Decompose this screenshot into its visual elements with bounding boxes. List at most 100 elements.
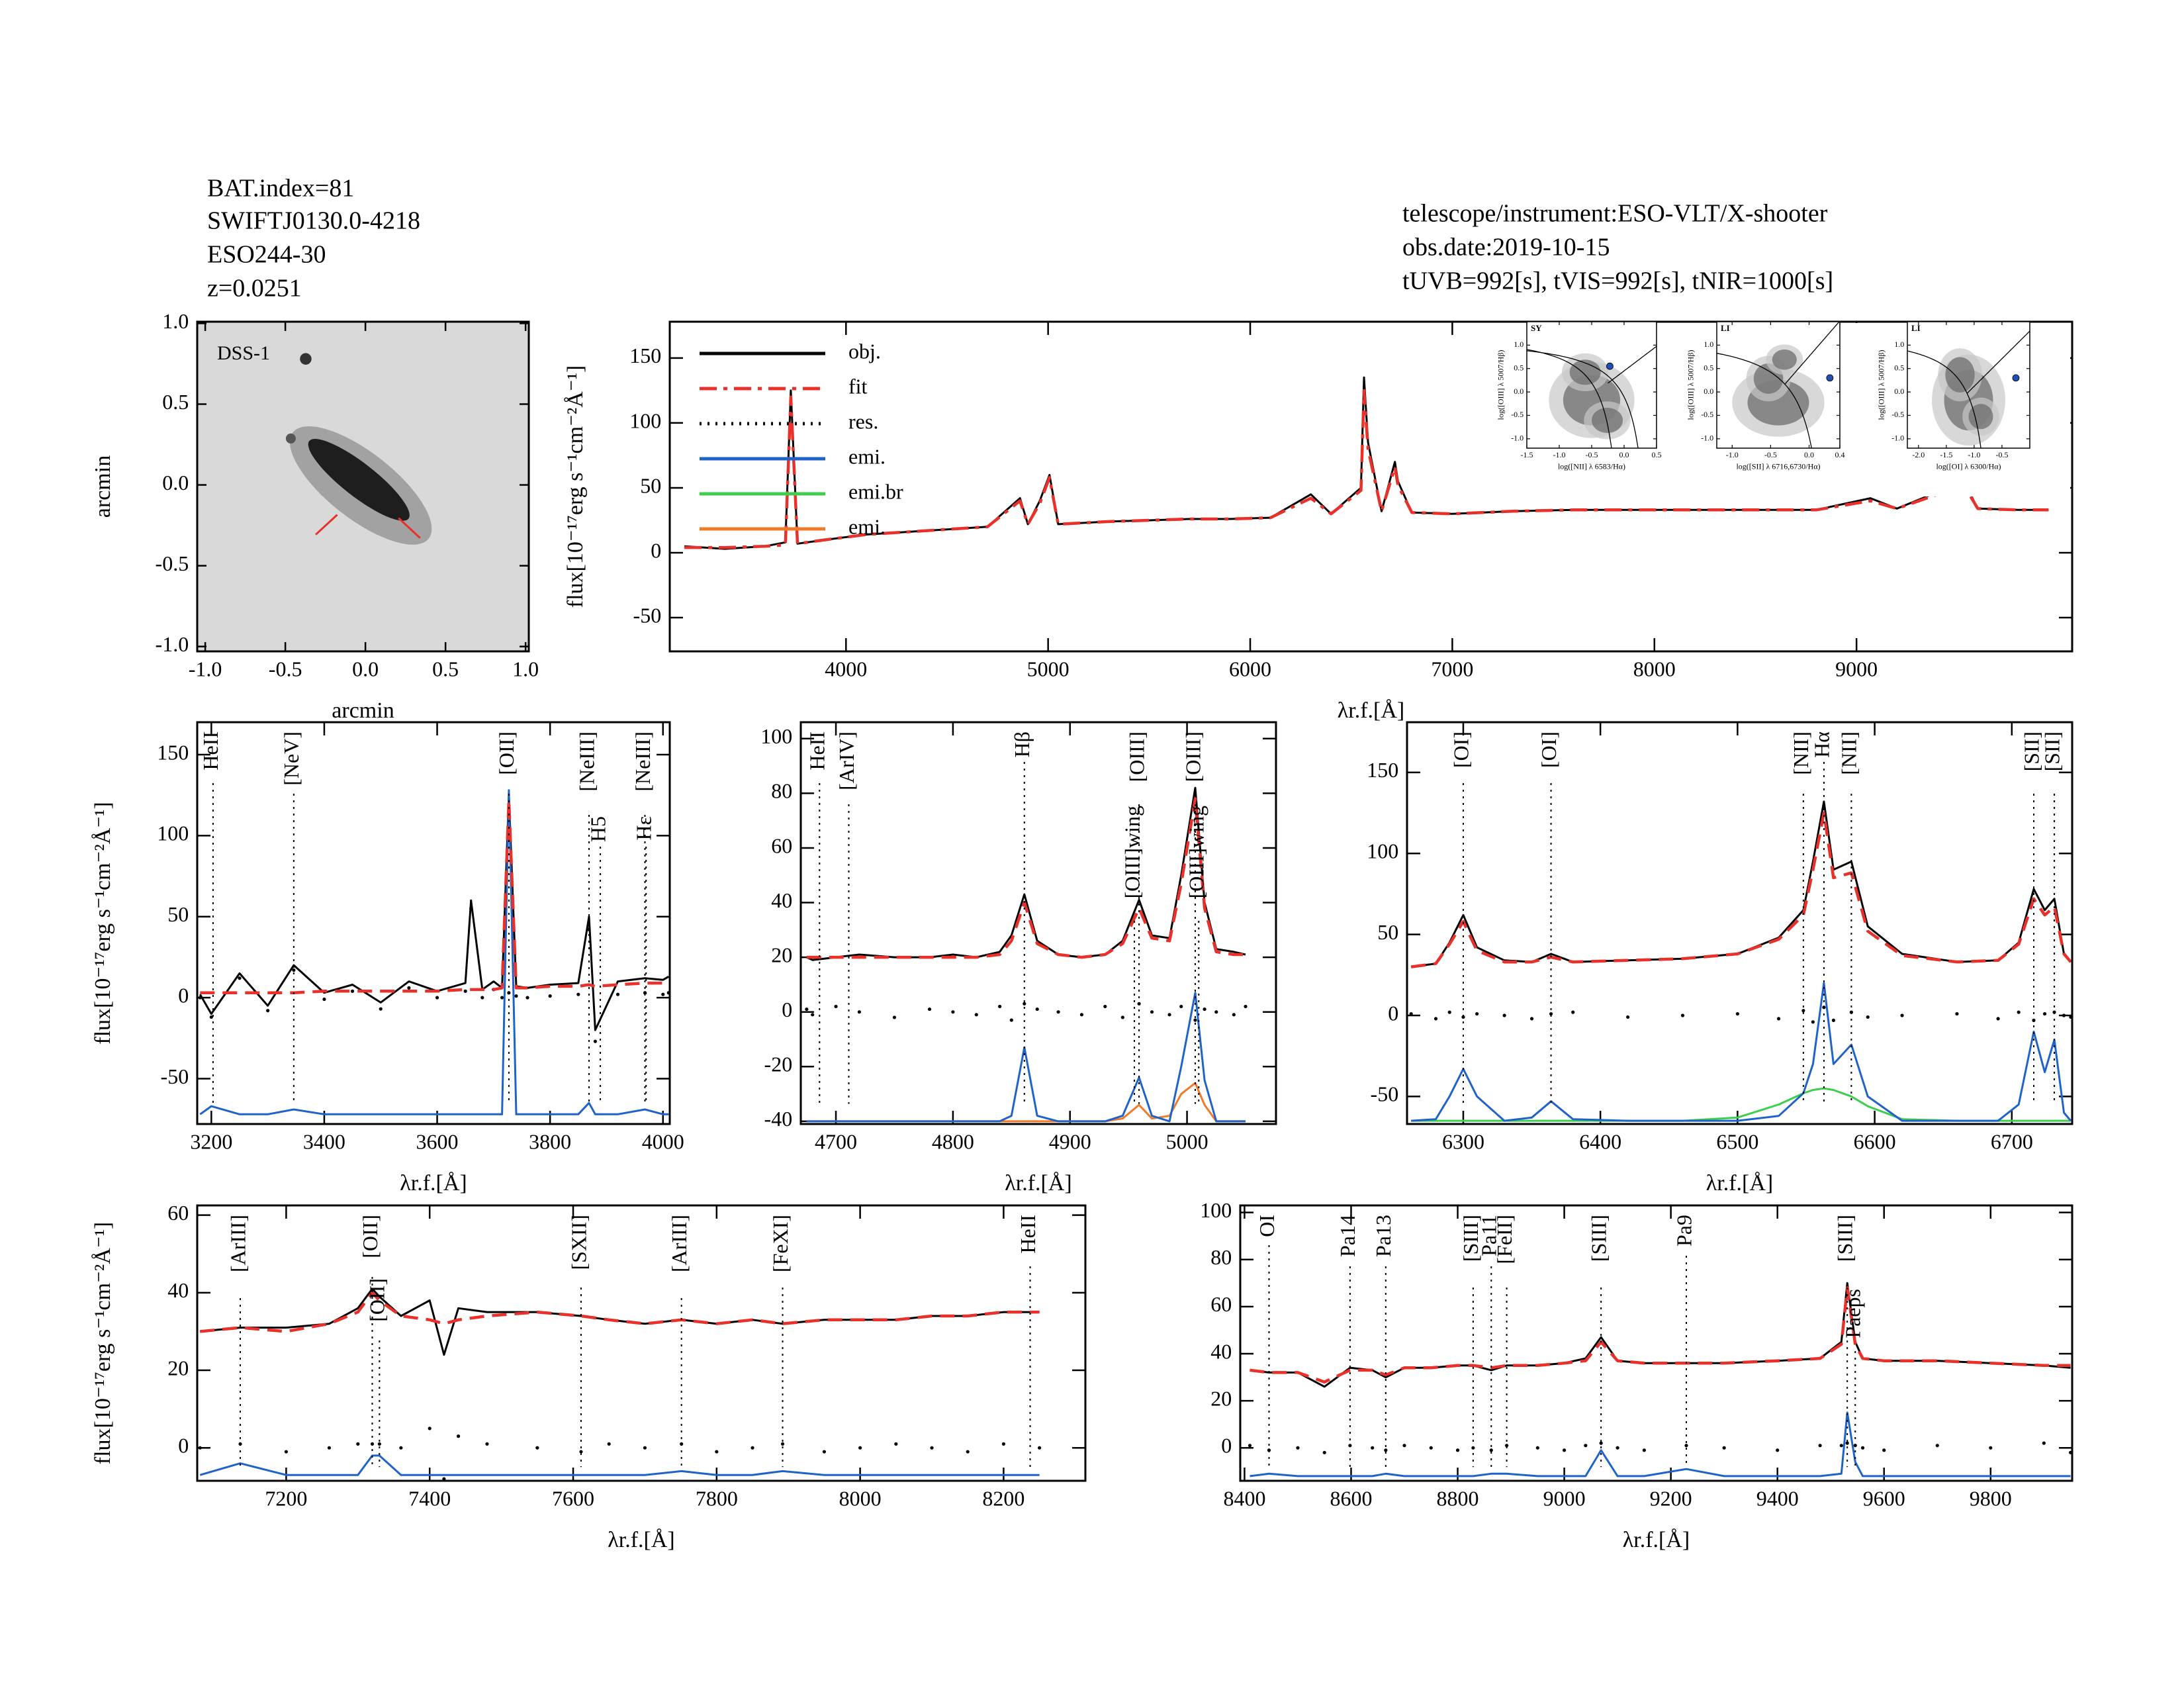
object-point	[1606, 362, 1614, 370]
line-label: Hβ	[1010, 731, 1034, 757]
legend-label: emi.br	[848, 479, 903, 503]
y-tick-label: 0.0	[1514, 387, 1524, 396]
inset-class-label: LI	[1721, 323, 1730, 333]
demarcation-line	[1608, 346, 1657, 384]
line-label: [SXII]	[567, 1215, 590, 1270]
residual-point	[1996, 1017, 2000, 1021]
spectrum-line	[199, 789, 669, 1115]
y-tick-label: -50	[1371, 1082, 1399, 1106]
x-tick-label: -0.5	[1764, 450, 1777, 459]
y-tick-label: 100	[629, 408, 661, 432]
x-tick-label: 9000	[1543, 1487, 1586, 1511]
residual-point	[514, 994, 518, 998]
residual-point	[951, 1010, 955, 1014]
y-tick-label: -50	[633, 603, 662, 627]
residual-point	[1150, 1010, 1154, 1014]
x-tick-label: 4900	[1049, 1130, 1091, 1154]
x-tick-label: 3800	[529, 1130, 571, 1154]
residual-point	[1845, 1441, 1849, 1445]
y-tick-label: 0.5	[1894, 363, 1904, 372]
x-tick-label: 8800	[1437, 1487, 1479, 1511]
y-tick-label: 1.0	[1514, 340, 1524, 349]
line-label: [ArIII]	[667, 1215, 691, 1272]
spectrum-line	[199, 794, 670, 1031]
residual-point	[322, 997, 326, 1002]
residual-point	[1680, 1013, 1685, 1017]
residual-point	[535, 1446, 539, 1450]
line-label: [NII]	[1789, 731, 1813, 775]
x-tick-label: 6000	[1229, 657, 1271, 681]
x-tick-label: 4000	[825, 657, 867, 681]
residual-point	[751, 1446, 754, 1450]
x-axis-label: log([NII] λ 6583/Hα)	[1558, 462, 1625, 471]
header-text: SWIFTJ0130.0-4218	[207, 207, 420, 235]
x-tick-label: 3400	[303, 1130, 345, 1154]
residual-point	[525, 996, 529, 1000]
y-tick-label: 0	[178, 983, 189, 1007]
x-tick-label: -0.5	[1995, 450, 2008, 459]
line-label: [FeXI]	[768, 1215, 792, 1272]
x-axis-label: λr.f.[Å]	[1338, 698, 1404, 723]
y-tick-label: -0.5	[1511, 410, 1524, 419]
line-label: [OIII]	[1124, 731, 1148, 782]
demarcation-line	[1784, 322, 1840, 385]
y-axis-label: log([OIII] λ 5007/Hβ)	[1876, 350, 1886, 420]
residual-point	[1214, 1010, 1218, 1014]
line-label: HeII	[1016, 1215, 1040, 1254]
residual-point	[780, 1442, 785, 1446]
residual-point	[892, 1015, 897, 1019]
x-tick-label: 9000	[1835, 657, 1878, 681]
residual-point	[1866, 1015, 1870, 1019]
line-label: [NeIII]	[631, 731, 655, 792]
header-text: z=0.0251	[207, 275, 302, 303]
object-point	[1826, 374, 1834, 382]
residual-point	[407, 986, 411, 990]
residual-point	[1615, 1446, 1619, 1450]
x-tick-label: -2.0	[1912, 450, 1925, 459]
y-tick-label: 0.0	[1704, 387, 1713, 396]
residual-point	[1818, 1444, 1822, 1448]
line-label: [OII]	[494, 731, 518, 775]
residual-point	[576, 992, 580, 996]
residual-point	[643, 1446, 647, 1450]
spectrum-line	[684, 389, 2049, 549]
residual-point	[1461, 1015, 1465, 1019]
y-tick-label: -0.5	[156, 551, 189, 575]
legend-label: res.	[848, 409, 878, 433]
residual-point	[469, 906, 473, 911]
spectrum-line	[200, 1291, 1040, 1333]
line-label: Hε	[632, 816, 656, 841]
y-tick-label: 0.5	[162, 390, 189, 414]
x-tick-label: 0.0	[1619, 450, 1629, 459]
x-axis-label: λr.f.[Å]	[400, 1171, 467, 1196]
y-tick-label: 60	[1210, 1292, 1232, 1316]
residual-point	[198, 1446, 202, 1450]
x-tick-label: -1.5	[1521, 450, 1533, 459]
spectrum-line	[1410, 811, 2072, 968]
density-inner	[1592, 407, 1623, 434]
residual-point	[974, 1013, 978, 1017]
residual-point	[485, 1442, 489, 1446]
residual-point	[579, 1450, 583, 1454]
object-point	[2012, 374, 2020, 382]
x-tick-label: 0.5	[432, 657, 459, 681]
x-axis-label: log([OI] λ 6300/Hα)	[1936, 462, 2001, 471]
residual-point	[1900, 1013, 1904, 1017]
y-tick-label: 20	[1210, 1386, 1232, 1410]
legend-label: fit	[848, 374, 868, 398]
spectrum-line	[1411, 1087, 2071, 1122]
y-tick-label: 50	[167, 902, 189, 926]
residual-point	[1244, 1004, 1248, 1009]
y-tick-label: 100	[760, 724, 792, 748]
residual-point	[463, 989, 467, 993]
x-tick-label: 6500	[1716, 1130, 1758, 1154]
x-tick-label: 8000	[839, 1487, 882, 1511]
residual-point	[1203, 1007, 1206, 1011]
plot-frame	[196, 721, 671, 1125]
line-label: [SIII]	[1587, 1215, 1611, 1262]
y-tick-label: -0.5	[1891, 410, 1904, 419]
x-axis-label: log([SII] λ 6716,6730/Hα)	[1736, 462, 1820, 471]
residual-point	[1505, 1444, 1509, 1448]
residual-point	[1599, 1441, 1603, 1445]
residual-point	[927, 1007, 932, 1011]
